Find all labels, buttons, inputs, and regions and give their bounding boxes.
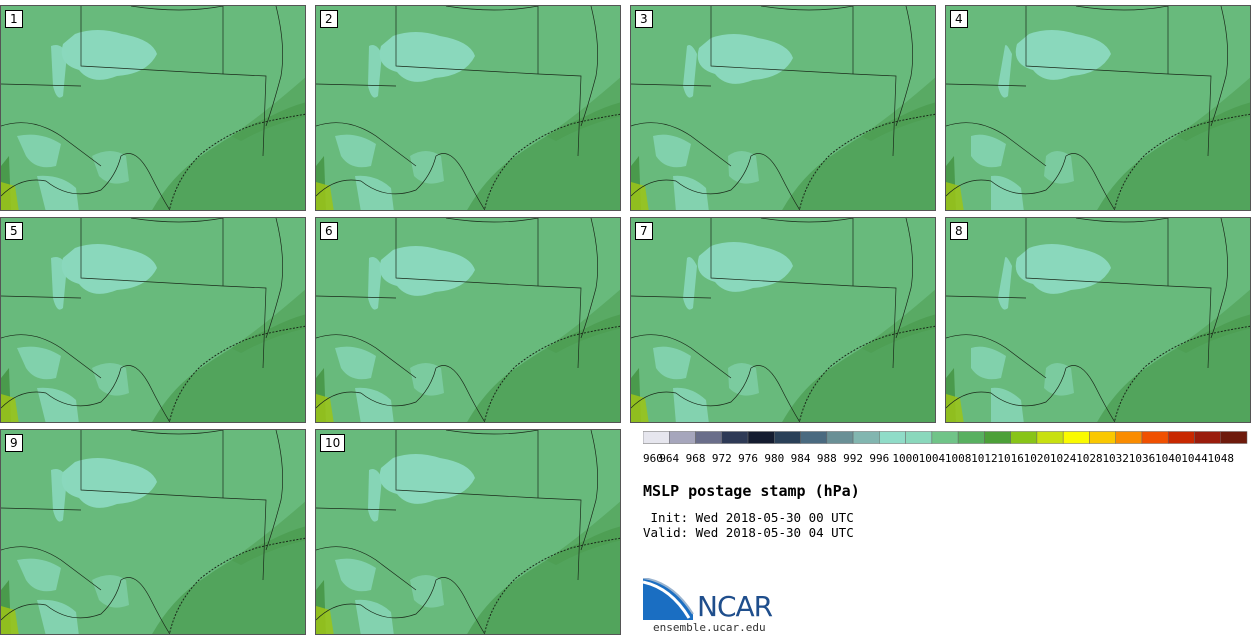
colorbar-tick: 1040 — [1154, 452, 1182, 465]
colorbar-segment — [747, 431, 775, 444]
colorbar-tick: 972 — [711, 452, 732, 465]
colorbar-tick: 996 — [869, 452, 890, 465]
pressure-colorbar — [643, 431, 1248, 444]
ncar-logo-text: NCAR — [697, 590, 773, 623]
colorbar-segment — [695, 431, 723, 444]
ncar-logo-icon — [643, 578, 694, 620]
init-time: Init: Wed 2018-05-30 00 UTC — [643, 510, 854, 525]
ensemble-member-panel: 1 — [0, 5, 306, 211]
colorbar-tick: 1020 — [1023, 452, 1051, 465]
colorbar-segment — [643, 431, 670, 444]
ensemble-member-panel: 8 — [945, 217, 1251, 423]
member-number-label: 10 — [320, 434, 346, 452]
colorbar-segment — [1194, 431, 1221, 444]
member-number-label: 5 — [5, 222, 23, 240]
colorbar-tick: 1044 — [1181, 452, 1208, 465]
member-number-label: 7 — [635, 222, 653, 240]
colorbar-tick: 992 — [843, 452, 864, 465]
member-number-label: 6 — [320, 222, 338, 240]
ensemble-member-panel: 9 — [0, 429, 306, 635]
colorbar-segment — [1036, 431, 1064, 444]
colorbar-tick: 964 — [659, 452, 680, 465]
colorbar-tick: 1036 — [1128, 452, 1156, 465]
colorbar-tick: 1048 — [1207, 452, 1234, 465]
ensemble-member-panel: 2 — [315, 5, 621, 211]
colorbar-tick: 1004 — [918, 452, 946, 465]
colorbar-segment — [800, 431, 828, 444]
colorbar-segment — [1089, 431, 1116, 444]
ensemble-member-panel: 5 — [0, 217, 306, 423]
colorbar-tick: 980 — [764, 452, 785, 465]
colorbar-segment — [879, 431, 906, 444]
colorbar-tick: 1016 — [997, 452, 1024, 465]
colorbar-tick: 976 — [738, 452, 758, 465]
colorbar-segment — [774, 431, 801, 444]
logo-url: ensemble.ucar.edu — [653, 621, 766, 634]
member-number-label: 8 — [950, 222, 968, 240]
colorbar-segment — [1115, 431, 1143, 444]
chart-title: MSLP postage stamp (hPa) — [643, 482, 860, 500]
ensemble-member-panel: 10 — [315, 429, 621, 635]
colorbar-segment — [1167, 431, 1195, 444]
colorbar-segment — [984, 431, 1011, 444]
ensemble-member-panel: 7 — [630, 217, 936, 423]
colorbar-segment — [905, 431, 933, 444]
colorbar-segment — [1220, 431, 1248, 444]
valid-time: Valid: Wed 2018-05-30 04 UTC — [643, 525, 854, 540]
member-number-label: 1 — [5, 10, 23, 28]
colorbar-tick: 984 — [790, 452, 811, 465]
colorbar-tick: 960 — [643, 452, 663, 465]
ensemble-member-panel: 4 — [945, 5, 1251, 211]
colorbar-segment — [957, 431, 985, 444]
colorbar-tick: 988 — [816, 452, 837, 465]
colorbar-segment — [1062, 431, 1090, 444]
colorbar-segment — [931, 431, 959, 444]
colorbar-segment — [1141, 431, 1169, 444]
member-number-label: 2 — [320, 10, 338, 28]
colorbar-tick: 1032 — [1102, 452, 1129, 465]
ensemble-member-panel: 3 — [630, 5, 936, 211]
member-number-label: 3 — [635, 10, 653, 28]
colorbar-segment — [669, 431, 696, 444]
colorbar-tick: 1024 — [1049, 452, 1077, 465]
colorbar-segment — [852, 431, 880, 444]
colorbar-tick: 1012 — [971, 452, 998, 465]
colorbar-tick: 1028 — [1076, 452, 1103, 465]
colorbar-tick: 1000 — [892, 452, 919, 465]
ensemble-member-panel: 6 — [315, 217, 621, 423]
colorbar-segment — [826, 431, 854, 444]
colorbar-tick: 1008 — [944, 452, 972, 465]
colorbar-tick: 968 — [685, 452, 706, 465]
colorbar-segment — [1010, 431, 1038, 444]
colorbar-segment — [721, 431, 749, 444]
member-number-label: 4 — [950, 10, 968, 28]
member-number-label: 9 — [5, 434, 23, 452]
